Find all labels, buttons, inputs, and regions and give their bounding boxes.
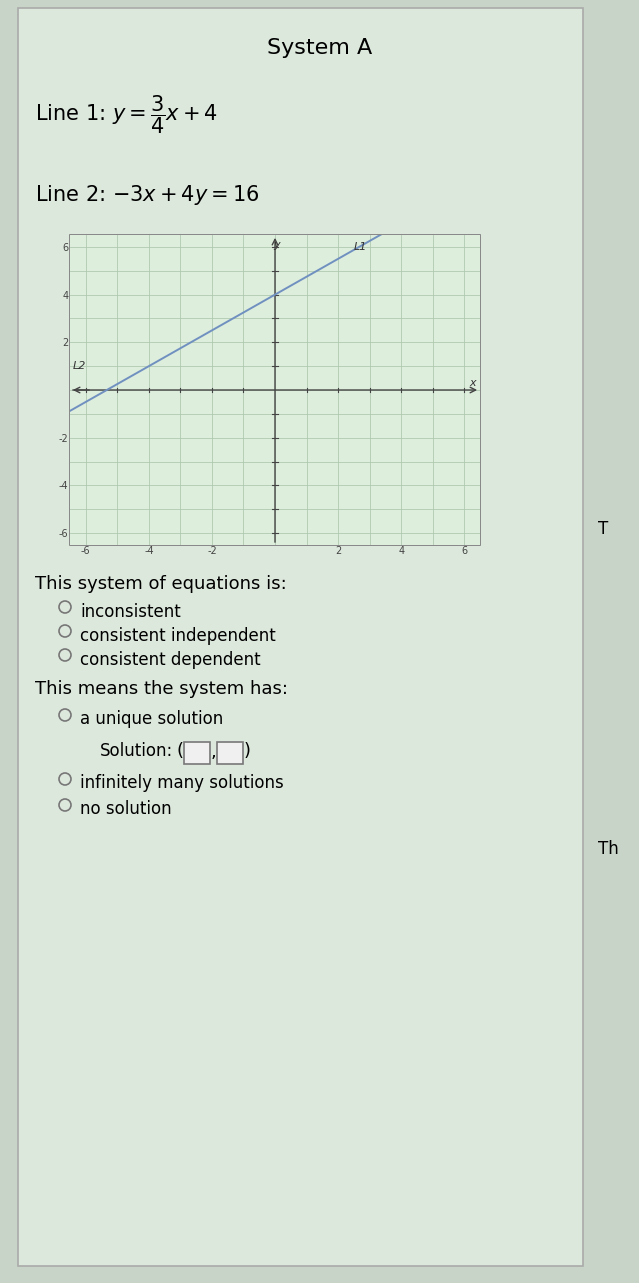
FancyBboxPatch shape [184, 742, 210, 763]
Text: inconsistent: inconsistent [80, 603, 181, 621]
Text: infinitely many solutions: infinitely many solutions [80, 774, 284, 792]
Text: consistent dependent: consistent dependent [80, 650, 261, 668]
Text: ): ) [244, 742, 251, 760]
FancyBboxPatch shape [18, 8, 583, 1266]
Text: Line 2: $-3x+4y=16$: Line 2: $-3x+4y=16$ [35, 183, 259, 207]
Text: L2: L2 [73, 361, 86, 371]
Text: This means the system has:: This means the system has: [35, 680, 288, 698]
Text: a unique solution: a unique solution [80, 709, 223, 727]
Text: Line 1: $y=\dfrac{3}{4}x+4$: Line 1: $y=\dfrac{3}{4}x+4$ [35, 94, 218, 136]
Text: $x$: $x$ [470, 378, 479, 387]
Text: System A: System A [267, 38, 373, 58]
FancyBboxPatch shape [217, 742, 243, 763]
Text: no solution: no solution [80, 801, 172, 819]
Text: Solution:: Solution: [100, 742, 173, 760]
Text: consistent independent: consistent independent [80, 627, 276, 645]
Text: L1: L1 [354, 242, 367, 253]
Text: Th: Th [598, 840, 619, 858]
FancyBboxPatch shape [70, 235, 480, 545]
Text: T: T [598, 520, 608, 538]
Text: $y$: $y$ [273, 240, 282, 251]
Text: This system of equations is:: This system of equations is: [35, 575, 287, 593]
Text: ,: , [211, 743, 217, 761]
Text: (: ( [176, 742, 183, 760]
